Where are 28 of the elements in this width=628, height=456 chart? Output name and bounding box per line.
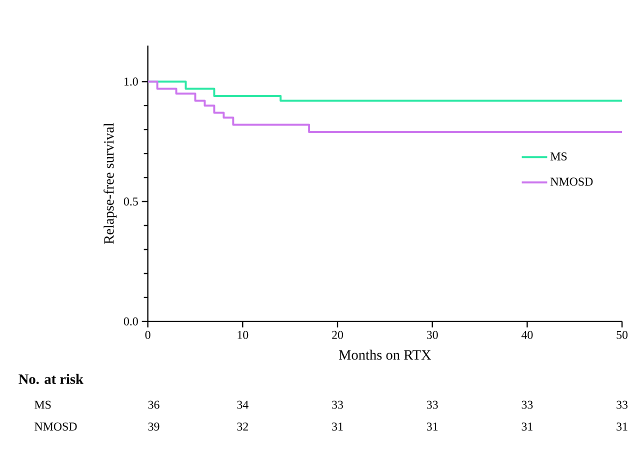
y-tick-label: 0.5 [124,197,138,206]
text: 33 [426,400,438,409]
legend-label: NMOSD [550,178,593,186]
x-tick-label: 50 [616,330,628,339]
y-tick-label: 0.0 [124,317,138,326]
text: 33 [616,400,628,409]
text: 31 [332,422,343,430]
legend-label: MS [550,152,567,160]
y-tick-label: 1.0 [124,77,138,86]
x-tick-label: 0 [145,330,150,339]
text: 32 [237,422,248,430]
text: 34 [237,400,248,409]
x-tick-label: 20 [332,330,344,339]
text: 31 [426,422,438,430]
text: 33 [332,400,344,409]
x-tick-label: 10 [238,330,248,339]
x-tick-label: 30 [426,330,438,339]
x-tick-label: 40 [521,330,533,339]
text: NMOSD [34,422,77,430]
text: MS [34,400,51,409]
text: 39 [148,422,160,430]
text: No. at risk [18,374,84,384]
y-axis-title: Relapse-free survival [104,122,117,244]
text: 36 [148,400,160,409]
x-axis-title: Months on RTX [338,350,432,360]
text: 31 [616,422,628,430]
text: 33 [522,400,533,409]
text: 31 [522,422,532,430]
